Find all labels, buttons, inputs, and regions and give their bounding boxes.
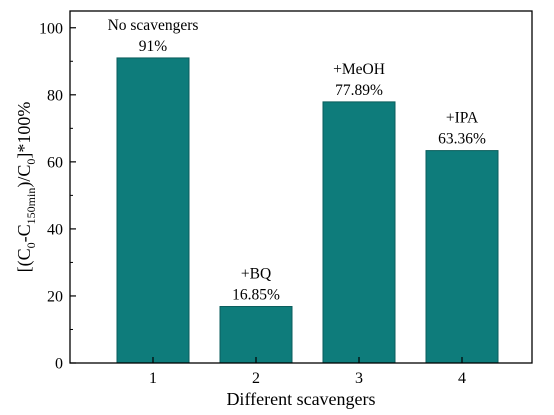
bar-1 [116, 57, 190, 364]
bar-value-label: 77.89% [335, 82, 383, 99]
bar-value-label: 91% [139, 38, 168, 55]
bar-name-label: No scavengers [108, 17, 199, 34]
bar-annotations-group: No scavengers 91% +BQ 16.85% +MeOH 77.89% +IPA… [108, 17, 486, 304]
x-axis-title: Different scavengers [226, 389, 375, 409]
axes-group: 0 20 40 60 80 100 1 2 3 4 [39, 10, 533, 387]
bar-name-label: +IPA [446, 110, 479, 127]
y-tick-label: 80 [47, 87, 63, 104]
bars-group [116, 57, 499, 364]
y-axis-title: [(C0-C150min)/C0]*100% [14, 102, 38, 273]
y-tick-label: 40 [47, 221, 63, 238]
y-tick-label: 100 [39, 20, 63, 37]
y-tick-label: 20 [47, 288, 63, 305]
x-tick-label: 3 [355, 370, 363, 387]
bar-name-label: +MeOH [333, 61, 385, 78]
y-tick-label: 60 [47, 154, 63, 171]
x-tick-label: 4 [458, 370, 466, 387]
x-tick-label: 1 [149, 370, 157, 387]
bar-3 [322, 101, 396, 364]
bar-value-label: 16.85% [232, 287, 280, 304]
bar-value-label: 63.36% [438, 131, 486, 148]
bar-2 [219, 306, 293, 364]
bar-name-label: +BQ [241, 266, 271, 283]
bar-4 [425, 150, 499, 364]
y-tick-label: 0 [55, 356, 63, 373]
x-tick-label: 2 [252, 370, 260, 387]
plot-frame [69, 10, 533, 364]
